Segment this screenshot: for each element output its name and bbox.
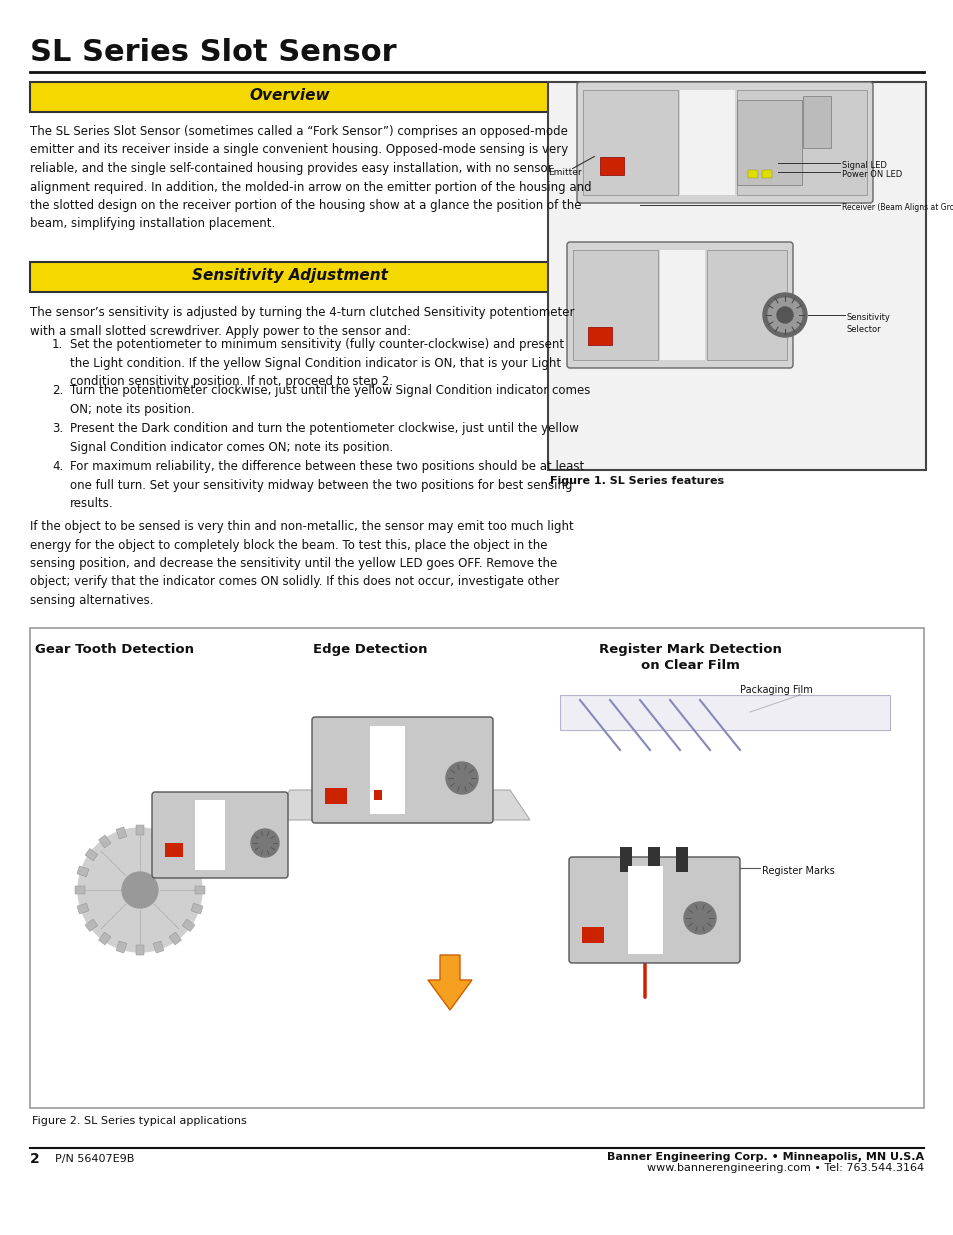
Polygon shape bbox=[559, 695, 889, 730]
Bar bbox=[679, 90, 734, 195]
Bar bbox=[374, 790, 381, 800]
Text: Set the potentiometer to minimum sensitivity (fully counter-clockwise) and prese: Set the potentiometer to minimum sensiti… bbox=[70, 338, 563, 388]
Bar bbox=[676, 847, 687, 872]
Bar bbox=[805, 98, 827, 103]
Bar bbox=[805, 105, 827, 110]
Polygon shape bbox=[428, 955, 472, 1010]
Text: Packaging Film: Packaging Film bbox=[740, 685, 812, 695]
Bar bbox=[191, 903, 203, 914]
Bar bbox=[182, 848, 194, 861]
Bar bbox=[77, 903, 89, 914]
Bar bbox=[659, 249, 704, 359]
Text: The SL Series Slot Sensor (sometimes called a “Fork Sensor”) comprises an oppose: The SL Series Slot Sensor (sometimes cal… bbox=[30, 125, 591, 231]
Text: 3.: 3. bbox=[52, 422, 63, 435]
Bar bbox=[136, 945, 144, 955]
Circle shape bbox=[446, 762, 477, 794]
Bar bbox=[599, 157, 623, 175]
Bar bbox=[761, 170, 771, 178]
Text: P/N 56407E9B: P/N 56407E9B bbox=[55, 1153, 134, 1165]
Polygon shape bbox=[270, 790, 530, 820]
Bar bbox=[182, 919, 194, 931]
Text: Banner Engineering Corp. • Minneapolis, MN U.S.A: Banner Engineering Corp. • Minneapolis, … bbox=[606, 1152, 923, 1162]
Text: 1.: 1. bbox=[52, 338, 63, 351]
Bar bbox=[194, 800, 225, 869]
Bar bbox=[573, 249, 658, 359]
Bar bbox=[169, 835, 181, 848]
FancyBboxPatch shape bbox=[566, 242, 792, 368]
FancyBboxPatch shape bbox=[568, 857, 740, 963]
Bar bbox=[805, 119, 827, 124]
Bar bbox=[805, 112, 827, 117]
Text: Figure 2. SL Series typical applications: Figure 2. SL Series typical applications bbox=[32, 1116, 247, 1126]
Bar bbox=[194, 885, 205, 894]
Text: If the object to be sensed is very thin and non-metallic, the sensor may emit to: If the object to be sensed is very thin … bbox=[30, 520, 573, 606]
Bar bbox=[619, 847, 631, 872]
Text: Register Mark Detection
on Clear Film: Register Mark Detection on Clear Film bbox=[598, 643, 781, 672]
Bar bbox=[30, 629, 923, 1108]
Circle shape bbox=[683, 902, 716, 934]
Bar bbox=[747, 170, 758, 178]
Text: www.bannerengineering.com • Tel: 763.544.3164: www.bannerengineering.com • Tel: 763.544… bbox=[646, 1163, 923, 1173]
Text: Turn the potentiometer clockwise, just until the yellow Signal Condition indicat: Turn the potentiometer clockwise, just u… bbox=[70, 384, 590, 415]
Circle shape bbox=[767, 298, 801, 332]
Bar bbox=[547, 82, 925, 471]
Circle shape bbox=[122, 872, 158, 908]
Text: Overview: Overview bbox=[250, 88, 330, 103]
Bar bbox=[587, 327, 612, 345]
Bar bbox=[30, 82, 550, 112]
Bar bbox=[370, 726, 405, 814]
Bar bbox=[116, 941, 127, 953]
Text: The sensor’s sensitivity is adjusted by turning the 4-turn clutched Sensitivity : The sensor’s sensitivity is adjusted by … bbox=[30, 306, 574, 337]
Text: Register Marks: Register Marks bbox=[761, 866, 834, 876]
Text: Receiver (Beam Aligns at Groove): Receiver (Beam Aligns at Groove) bbox=[841, 203, 953, 212]
Text: Figure 1. SL Series features: Figure 1. SL Series features bbox=[550, 475, 723, 487]
Bar bbox=[169, 932, 181, 945]
Bar bbox=[85, 848, 98, 861]
Text: SL Series Slot Sensor: SL Series Slot Sensor bbox=[30, 38, 396, 67]
Bar bbox=[153, 827, 164, 839]
Text: Gear Tooth Detection: Gear Tooth Detection bbox=[35, 643, 194, 656]
Text: Signal LED: Signal LED bbox=[841, 161, 886, 170]
Bar bbox=[706, 249, 786, 359]
Text: Edge Detection: Edge Detection bbox=[313, 643, 427, 656]
Circle shape bbox=[762, 293, 806, 337]
Text: 2: 2 bbox=[30, 1152, 40, 1166]
Bar bbox=[737, 90, 866, 195]
Bar bbox=[153, 941, 164, 953]
FancyBboxPatch shape bbox=[577, 82, 872, 203]
Bar bbox=[737, 100, 801, 185]
Bar bbox=[805, 133, 827, 138]
Bar bbox=[191, 866, 203, 877]
Bar bbox=[165, 844, 183, 857]
Bar bbox=[85, 919, 98, 931]
Bar bbox=[98, 835, 111, 848]
Bar bbox=[116, 827, 127, 839]
Bar bbox=[805, 126, 827, 131]
Bar bbox=[75, 885, 85, 894]
Text: For maximum reliability, the difference between these two positions should be at: For maximum reliability, the difference … bbox=[70, 459, 583, 510]
FancyBboxPatch shape bbox=[152, 792, 288, 878]
Circle shape bbox=[776, 308, 792, 324]
Circle shape bbox=[251, 829, 278, 857]
Bar bbox=[582, 90, 678, 195]
Bar bbox=[647, 847, 659, 872]
Bar bbox=[627, 866, 662, 953]
Circle shape bbox=[78, 827, 202, 952]
Bar bbox=[136, 825, 144, 835]
Bar bbox=[802, 96, 830, 148]
FancyBboxPatch shape bbox=[312, 718, 493, 823]
Bar bbox=[77, 866, 89, 877]
Text: 4.: 4. bbox=[52, 459, 63, 473]
Bar bbox=[581, 927, 603, 944]
Text: 2.: 2. bbox=[52, 384, 63, 396]
Bar bbox=[98, 932, 111, 945]
Text: Sensitivity
Selector: Sensitivity Selector bbox=[846, 312, 890, 333]
Bar bbox=[30, 262, 550, 291]
Text: Emitter: Emitter bbox=[547, 168, 581, 177]
Text: Sensitivity Adjustment: Sensitivity Adjustment bbox=[192, 268, 388, 283]
Bar bbox=[325, 788, 347, 804]
Text: Present the Dark condition and turn the potentiometer clockwise, just until the : Present the Dark condition and turn the … bbox=[70, 422, 578, 453]
Text: Power ON LED: Power ON LED bbox=[841, 170, 902, 179]
